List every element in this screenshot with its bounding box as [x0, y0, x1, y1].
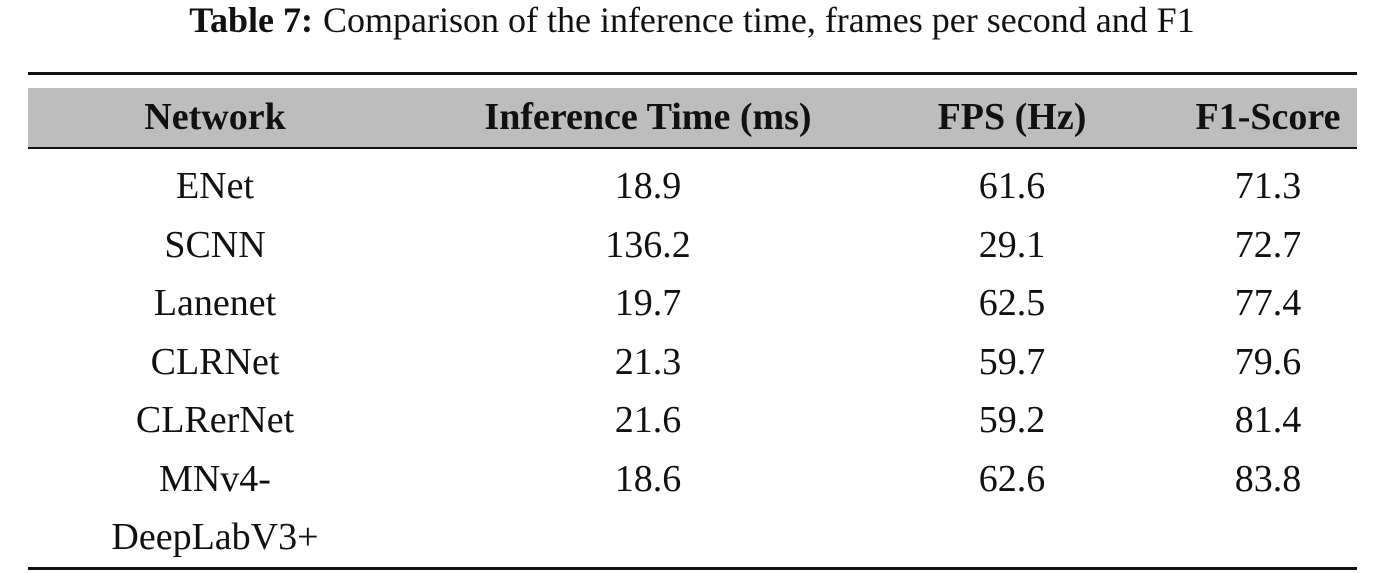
- table-cell: 21.6: [614, 399, 682, 442]
- caption-label: Table 7:: [189, 0, 313, 40]
- header-cell: Inference Time (ms): [484, 96, 812, 138]
- table-cell: 83.8: [1234, 458, 1302, 500]
- table-cell: 71.3: [1234, 165, 1302, 207]
- table-cell: 29.1: [978, 223, 1046, 266]
- table-cell: CLRNet: [150, 340, 280, 383]
- header-cell: Network: [144, 96, 286, 138]
- table-cell: 61.6: [978, 165, 1046, 207]
- table-cell: MNv4-DeepLabV3+: [111, 458, 319, 558]
- bottom-rule: [28, 567, 1357, 570]
- table-cell: ENet: [175, 165, 255, 207]
- header-cell: FPS (Hz): [937, 96, 1087, 138]
- header-rule: [28, 147, 1357, 149]
- table-cell: 72.7: [1234, 223, 1302, 266]
- table-cell: 59.7: [978, 340, 1046, 383]
- table-cell: 79.6: [1234, 340, 1302, 383]
- table-cell: 81.4: [1234, 399, 1302, 442]
- table-cell: 21.3: [614, 340, 682, 383]
- table-cell: 19.7: [614, 282, 682, 325]
- table-cell: CLRerNet: [135, 399, 295, 442]
- table-cell: 62.5: [978, 282, 1046, 325]
- top-rule: [28, 72, 1357, 75]
- table-cell: 18.6: [614, 458, 682, 500]
- header-cell: F1-Score: [1195, 96, 1341, 138]
- table-cell: 59.2: [978, 399, 1046, 442]
- caption-text: Comparison of the inference time, frames…: [322, 0, 1195, 40]
- header-band: [28, 88, 1357, 147]
- table-cell: 18.9: [614, 165, 682, 207]
- table-cell: 62.6: [978, 458, 1046, 500]
- table-cell: 136.2: [605, 223, 691, 266]
- table-cell: 77.4: [1234, 282, 1302, 325]
- table-cell: SCNN: [164, 223, 266, 266]
- table-caption: Table 7: Comparison of the inference time…: [0, 0, 1384, 40]
- table-cell: Lanenet: [153, 282, 277, 325]
